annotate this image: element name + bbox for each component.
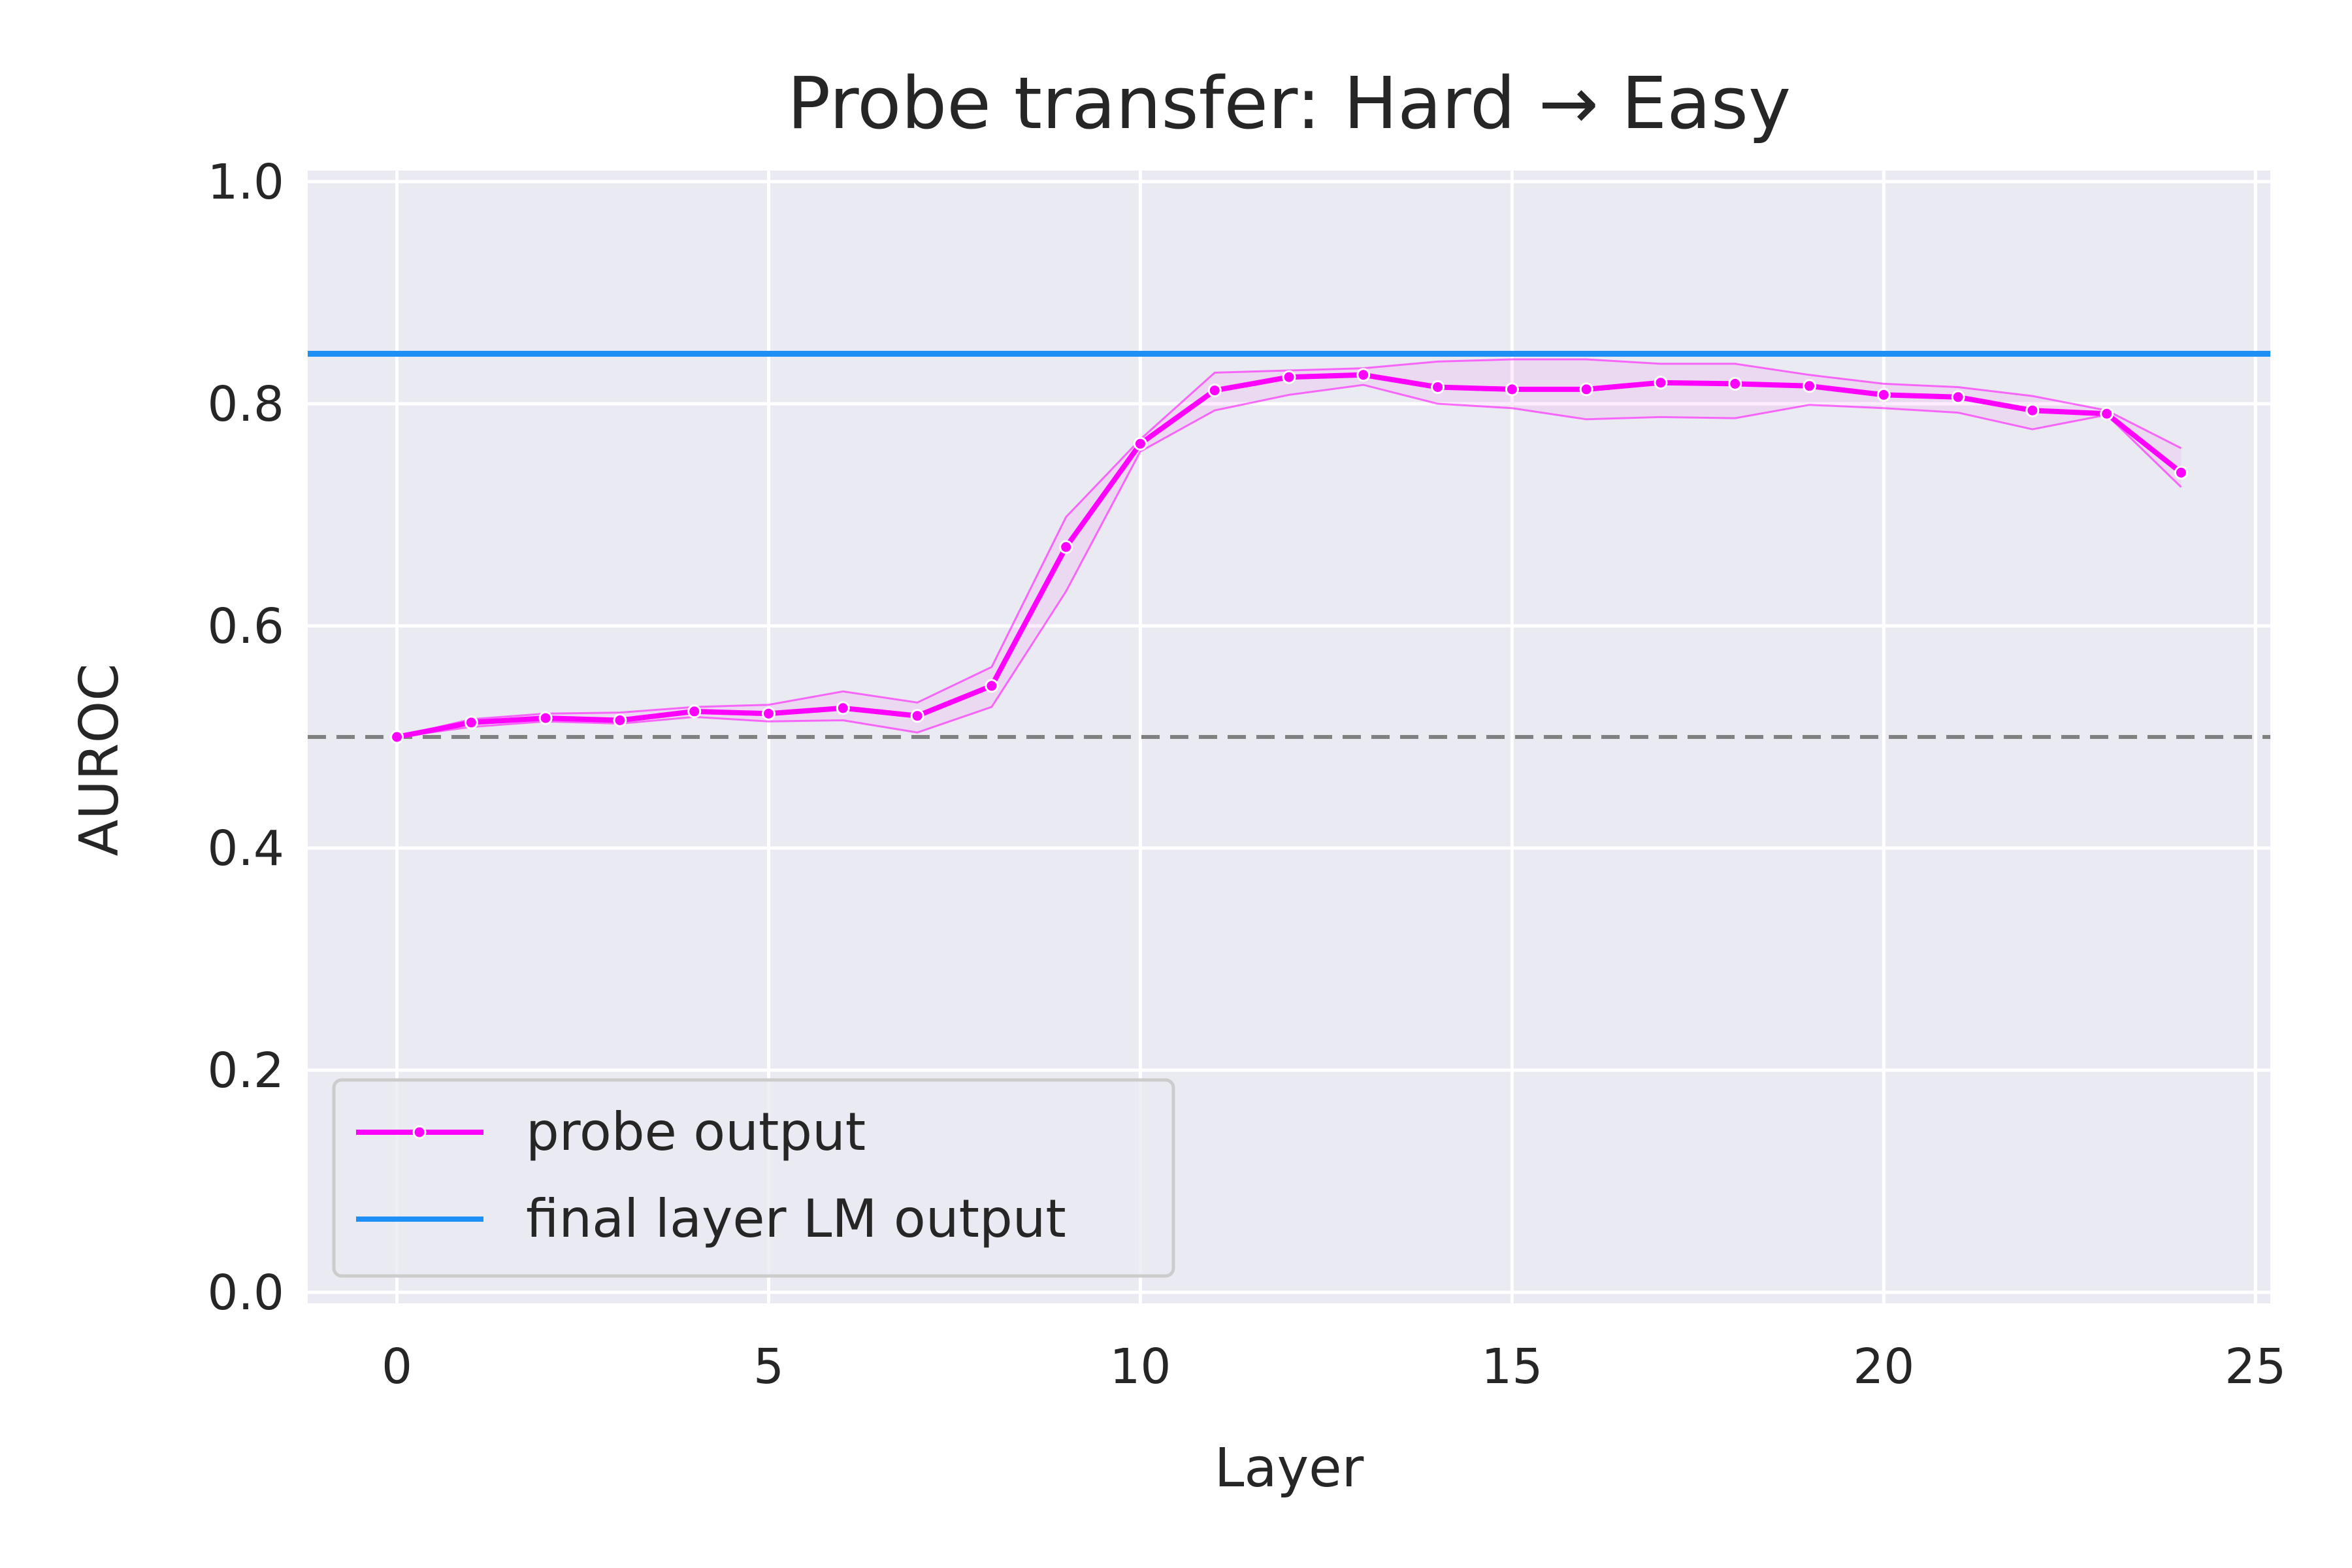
x-axis-label: Layer <box>1215 1437 1364 1499</box>
data-point <box>1356 368 1371 382</box>
data-point <box>1431 380 1445 394</box>
data-point <box>1728 376 1742 391</box>
legend: probe output final layer LM output <box>332 1078 1175 1278</box>
y-axis-label: AUROC <box>69 664 131 857</box>
data-point <box>1133 436 1147 451</box>
data-point <box>1059 540 1073 554</box>
data-point <box>2025 403 2040 417</box>
x-tick-label: 5 <box>753 1339 784 1395</box>
data-point <box>1803 379 1817 393</box>
data-point <box>613 713 627 727</box>
x-tick-label: 25 <box>2225 1339 2286 1395</box>
data-point <box>538 711 553 725</box>
reference-lines <box>308 351 2270 739</box>
y-tick-label: 0.8 <box>207 376 284 433</box>
y-tick-label: 0.6 <box>207 598 284 655</box>
data-point <box>2100 406 2114 421</box>
y-tick-label: 0.4 <box>207 821 284 877</box>
data-point <box>836 701 850 715</box>
x-tick-label: 0 <box>382 1339 412 1395</box>
chart-title: Probe transfer: Hard → Easy <box>787 61 1791 145</box>
data-point <box>910 709 924 723</box>
data-point <box>687 704 702 719</box>
grid-lines <box>308 171 2270 1303</box>
data-point <box>1505 382 1519 397</box>
data-point <box>985 679 999 693</box>
data-point <box>2174 465 2188 480</box>
data-point <box>464 715 478 730</box>
x-tick-label: 15 <box>1481 1339 1543 1395</box>
data-point <box>1951 390 1965 404</box>
band-fill <box>397 359 2181 737</box>
tick-labels: 0 5 10 15 20 25 0.0 0.2 0.4 0.6 0.8 1.0 <box>207 154 2286 1395</box>
y-tick-label: 0.2 <box>207 1043 284 1099</box>
y-tick-label: 1.0 <box>207 154 284 210</box>
y-tick-label: 0.0 <box>207 1265 284 1321</box>
x-tick-label: 20 <box>1853 1339 1914 1395</box>
data-point <box>1282 370 1296 384</box>
series-lines <box>390 368 2188 744</box>
data-point <box>1207 384 1222 398</box>
data-point <box>761 706 776 721</box>
legend-label-probe-output: probe output <box>526 1102 866 1162</box>
legend-marker-probe-output <box>412 1125 427 1139</box>
data-point <box>390 730 404 744</box>
legend-label-final-layer-lm-output: final layer LM output <box>526 1188 1066 1249</box>
data-point <box>1654 376 1668 390</box>
legend-box <box>332 1078 1175 1278</box>
x-tick-label: 10 <box>1109 1339 1171 1395</box>
data-point <box>1876 387 1891 402</box>
data-point <box>1579 382 1593 397</box>
